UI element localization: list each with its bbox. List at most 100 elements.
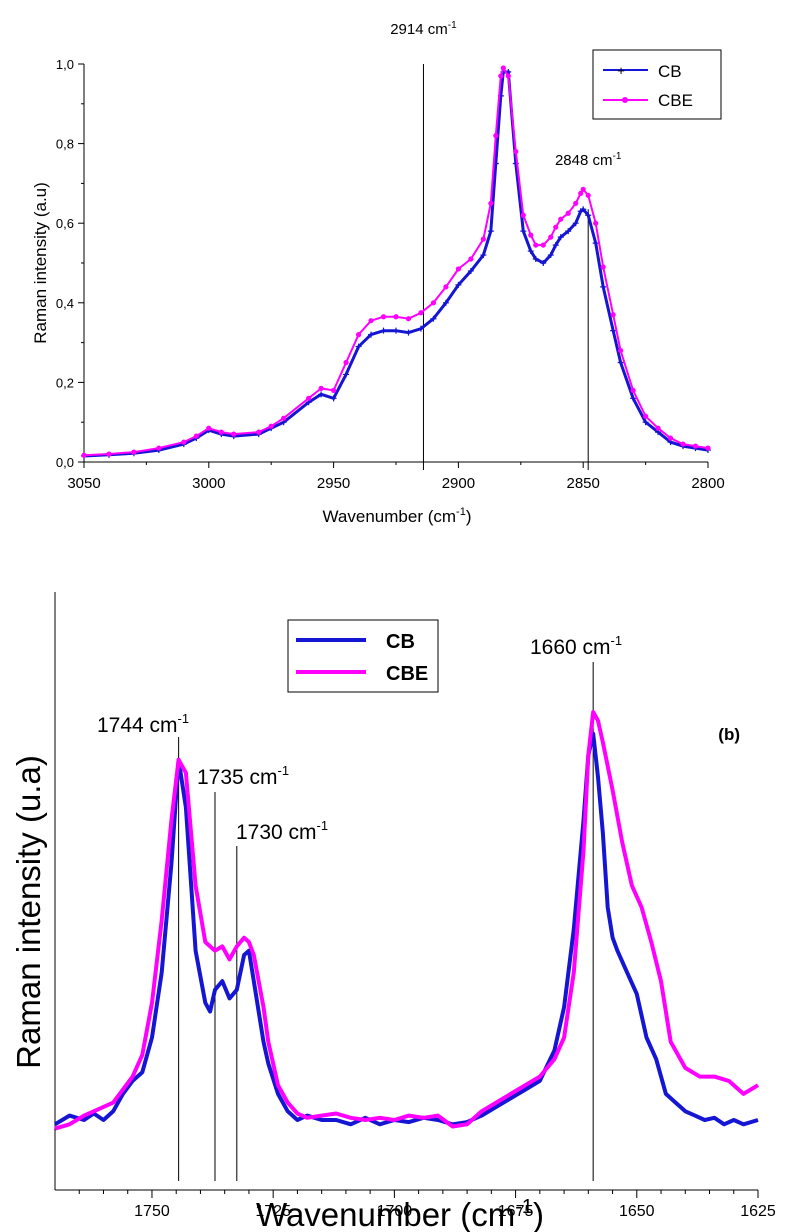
chart-a-legend-plus-marker: + <box>617 63 625 78</box>
chart-a-point-cb <box>442 299 449 306</box>
chart-a-x-tick-label: 2900 <box>442 475 475 492</box>
chart-a-point-cbe <box>580 186 586 192</box>
chart-a-point-cbe <box>393 314 399 320</box>
chart-a-plot-frame <box>83 64 708 463</box>
chart-a-point-cbe <box>355 332 362 338</box>
chart-b-x-tick-label: 1700 <box>377 1203 413 1220</box>
chart-a-point-cb <box>617 359 624 366</box>
chart-b-xlabel-sup: -1 <box>515 1196 533 1218</box>
chart-a-point-cbe <box>156 445 162 451</box>
chart-a-raman-2800-3050: 3050 3000 2950 2900 2850 2800 0,0 0,2 0,4 0,6 0,8 1… <box>31 20 725 526</box>
chart-a-point-cb <box>585 212 592 219</box>
chart-a-point-cb <box>318 391 325 398</box>
chart-a-point-cbe <box>600 264 606 270</box>
chart-a-point-cb <box>642 419 649 426</box>
chart-a-point-cbe <box>405 316 412 322</box>
chart-a-point-cbe <box>578 190 584 196</box>
chart-b-xlabel-main: Wavenumber (cm <box>256 1196 515 1232</box>
chart-a-xlabel: Wavenumber (cm-1) <box>323 506 472 526</box>
chart-a-point-cbe <box>268 423 274 429</box>
chart-a-point-cb <box>552 242 559 249</box>
chart-a-y-tick-label: 0,2 <box>56 375 74 390</box>
chart-a-peak-label: 2914 cm-1 <box>390 20 457 38</box>
chart-a-x-tick-label: 2950 <box>317 475 350 492</box>
chart-a-point-cb <box>572 220 579 227</box>
chart-a-point-cbe <box>553 224 559 230</box>
chart-a-point-cbe <box>528 232 534 238</box>
chart-a-point-cb <box>467 267 474 274</box>
chart-a-point-cb <box>417 325 424 332</box>
chart-a-point-cbe <box>318 385 324 391</box>
chart-a-point-cbe <box>468 256 474 262</box>
chart-a-point-cbe <box>705 445 711 451</box>
chart-a-point-cb <box>487 228 494 235</box>
chart-a-point-cbe <box>368 318 374 324</box>
chart-b-peak-label: 1744 cm-1 <box>97 711 189 737</box>
chart-a-xlabel-main: Wavenumber (cm <box>323 507 457 526</box>
chart-b-x-tick-label: 1750 <box>134 1203 170 1220</box>
chart-b-peak-label: 1730 cm-1 <box>236 818 328 844</box>
chart-a-point-cb <box>565 228 572 235</box>
chart-a-point-cbe <box>593 220 599 226</box>
chart-a-point-cbe <box>558 216 564 222</box>
chart-a-x-tick-label: 3050 <box>67 475 100 492</box>
chart-a-point-cb <box>527 248 534 255</box>
chart-a-peak-label: 2848 cm-1 <box>555 151 622 169</box>
chart-a-series-line-cb <box>83 70 709 458</box>
chart-a-point-cbe <box>306 395 312 401</box>
chart-a-point-cbe <box>281 415 287 421</box>
chart-a-point-cb <box>393 327 399 334</box>
chart-a-point-cb <box>330 395 337 402</box>
chart-a-point-cbe <box>533 242 539 248</box>
chart-a-y-tick-label: 0,8 <box>56 137 74 152</box>
chart-a-point-cbe <box>618 347 624 354</box>
chart-a-point-cb <box>430 315 437 322</box>
chart-a-point-cb <box>547 252 554 259</box>
chart-a-point-cb <box>580 206 587 213</box>
chart-a-point-cbe <box>343 359 349 366</box>
chart-a-point-cb <box>480 252 487 259</box>
chart-a-point-cbe <box>680 441 686 447</box>
chart-a-point-cbe <box>692 443 699 449</box>
chart-b-x-tick-label: 1650 <box>619 1203 655 1220</box>
chart-b-peak-label: 1660 cm-1 <box>530 633 622 659</box>
chart-a-point-cbe <box>418 310 424 316</box>
chart-a-point-cbe <box>643 413 649 419</box>
chart-b-xlabel-tail: ) <box>533 1196 544 1232</box>
chart-a-point-cbe <box>131 449 137 455</box>
chart-a-y-tick-label: 0,0 <box>56 455 74 470</box>
chart-a-point-cbe <box>585 192 591 198</box>
chart-a-point-cb <box>557 234 564 241</box>
chart-a-point-cb <box>405 329 412 336</box>
chart-b-panel-label: (b) <box>718 725 740 744</box>
chart-a-point-cbe <box>206 425 212 431</box>
chart-a-point-cbe <box>565 210 571 216</box>
chart-a-point-cbe <box>505 73 511 79</box>
chart-a-series-line-cbe <box>83 65 709 457</box>
chart-a-point-cbe <box>455 266 461 272</box>
chart-a-point-cbe <box>380 314 387 320</box>
chart-a-point-cbe <box>573 200 579 206</box>
chart-b-plot-frame <box>54 592 758 1191</box>
chart-b-series-line-cbe <box>54 710 760 1131</box>
chart-a-point-cbe <box>430 300 437 306</box>
chart-a-point-cbe <box>500 65 506 71</box>
chart-a-xlabel-tail: ) <box>466 507 472 526</box>
chart-a-point-cb <box>630 395 637 402</box>
chart-b-legend-label-cb: CB <box>386 631 415 653</box>
chart-a-x-tick-label: 2850 <box>567 475 600 492</box>
chart-a-point-cbe <box>610 312 616 318</box>
chart-a-point-cb <box>610 327 617 334</box>
chart-a-point-cbe <box>667 435 674 441</box>
chart-a-legend-box <box>592 49 722 120</box>
chart-a-point-cb <box>600 283 607 290</box>
chart-b-x-tick-label: 1675 <box>498 1203 534 1220</box>
chart-a-point-cbe <box>331 387 337 393</box>
chart-a-point-cb <box>343 371 350 378</box>
chart-b-xlabel: Wavenumber (cm-1) <box>256 1196 544 1232</box>
chart-a-legend-label-cbe: CBE <box>658 91 693 110</box>
chart-a-point-cbe <box>513 148 519 155</box>
chart-b-legend-box <box>287 619 439 693</box>
chart-a-y-tick-label: 1,0 <box>56 57 74 72</box>
